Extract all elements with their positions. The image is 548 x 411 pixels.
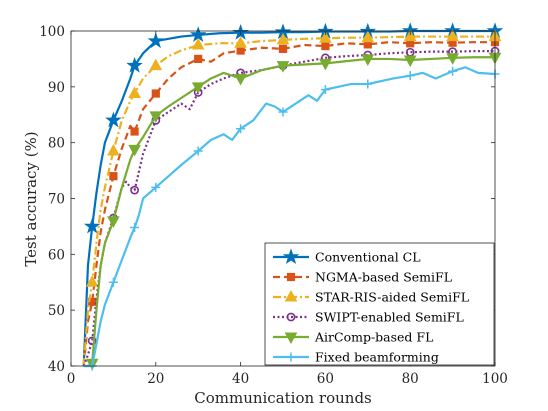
legend-marker <box>286 312 296 322</box>
series-line <box>82 41 495 367</box>
series-line <box>83 66 496 368</box>
data-point-marker <box>363 79 373 89</box>
data-point-marker <box>130 223 140 233</box>
legend-entry: Conventional CL <box>273 248 421 265</box>
data-point-marker <box>105 111 122 128</box>
legend-marker <box>284 289 298 302</box>
data-point-marker <box>403 29 417 42</box>
legend-entry: STAR-RIS-aided SemiFL <box>273 290 469 305</box>
x-tick-label: 100 <box>482 371 508 387</box>
data-point-marker <box>446 53 459 65</box>
data-point-marker <box>107 144 120 156</box>
data-point-marker <box>193 146 203 156</box>
data-point-marker <box>234 73 247 86</box>
legend-entry: AirComp-based FL <box>273 330 433 345</box>
data-point-marker <box>446 29 459 42</box>
y-tick-label: 80 <box>48 136 65 152</box>
data-point-marker <box>321 41 330 51</box>
data-point-marker <box>405 71 415 81</box>
y-tick-label: 100 <box>39 24 65 40</box>
data-point-marker <box>191 82 205 94</box>
y-tick-label: 40 <box>48 359 65 375</box>
legend-marker <box>286 272 296 282</box>
x-tick-label: 60 <box>317 371 334 387</box>
legend-label: Conventional CL <box>315 250 421 265</box>
data-point-marker <box>276 61 290 73</box>
data-point-marker <box>128 144 141 157</box>
series-5 <box>83 52 502 371</box>
data-point-marker <box>83 217 101 234</box>
data-point-marker <box>149 111 163 123</box>
series-line <box>82 35 495 367</box>
legend-marker <box>286 352 296 362</box>
legend-marker <box>282 248 300 265</box>
data-point-marker <box>276 32 290 45</box>
x-tick-label: 40 <box>232 371 249 387</box>
data-point-marker <box>278 44 288 53</box>
data-point-marker <box>147 32 165 49</box>
legend-entry: SWIPT-enabled SemiFL <box>273 310 464 325</box>
y-tick-label: 60 <box>48 247 65 263</box>
legend-entries: Conventional CL NGMA-based SemiFL STAR-RIS… <box>273 248 469 365</box>
series-line <box>82 49 495 367</box>
data-point-marker <box>109 172 118 181</box>
data-point-marker <box>236 46 245 55</box>
legend-entry: NGMA-based SemiFL <box>273 270 452 285</box>
legend-entry: Fixed beamforming <box>273 350 439 365</box>
data-point-marker <box>149 58 163 71</box>
data-point-marker <box>319 31 332 43</box>
data-point-marker <box>128 86 141 99</box>
x-tick-label: 80 <box>402 371 419 387</box>
data-point-marker <box>151 89 160 98</box>
data-point-marker <box>361 30 375 43</box>
data-point-marker <box>448 66 458 76</box>
series-line <box>83 56 495 368</box>
data-point-marker <box>234 36 247 48</box>
y-axis-title: Test accuracy (%) <box>22 131 40 266</box>
data-point-marker <box>194 54 203 64</box>
data-point-marker <box>108 277 118 287</box>
y-tick-label: 70 <box>48 192 65 208</box>
legend-label: STAR-RIS-aided SemiFL <box>315 290 469 305</box>
y-tick-label: 90 <box>48 80 65 96</box>
data-point-marker <box>361 54 375 66</box>
data-point-marker <box>191 37 205 50</box>
series-line <box>82 29 495 367</box>
legend-label: AirComp-based FL <box>314 330 433 345</box>
legend-box <box>264 242 495 366</box>
x-axis-title: Communication rounds <box>194 389 372 407</box>
y-tick-label: 50 <box>48 303 65 319</box>
data-point-marker <box>130 127 139 136</box>
legend: Conventional CL NGMA-based SemiFL STAR-RIS… <box>264 242 495 366</box>
data-point-marker <box>278 107 288 117</box>
data-point-marker <box>130 185 139 195</box>
data-point-marker <box>320 85 330 95</box>
data-point-marker <box>319 58 332 71</box>
data-point-marker <box>189 26 207 42</box>
legend-label: Fixed beamforming <box>315 350 439 365</box>
data-point-marker <box>236 124 246 134</box>
x-tick-label: 20 <box>147 371 164 387</box>
series-layer <box>82 22 504 371</box>
data-point-marker <box>85 275 99 287</box>
data-point-marker <box>151 182 161 192</box>
series-3 <box>82 29 502 367</box>
data-point-marker <box>126 56 143 73</box>
data-point-marker <box>107 216 120 228</box>
x-tick-label: 0 <box>67 371 76 387</box>
legend-label: SWIPT-enabled SemiFL <box>315 310 464 325</box>
tick-layer: 0 20 40 60 80 100 40 50 60 70 80 90 100 <box>39 24 508 387</box>
legend-label: NGMA-based SemiFL <box>315 270 452 285</box>
legend-marker <box>284 332 298 345</box>
data-point-marker <box>403 55 417 68</box>
data-point-marker <box>87 336 97 346</box>
